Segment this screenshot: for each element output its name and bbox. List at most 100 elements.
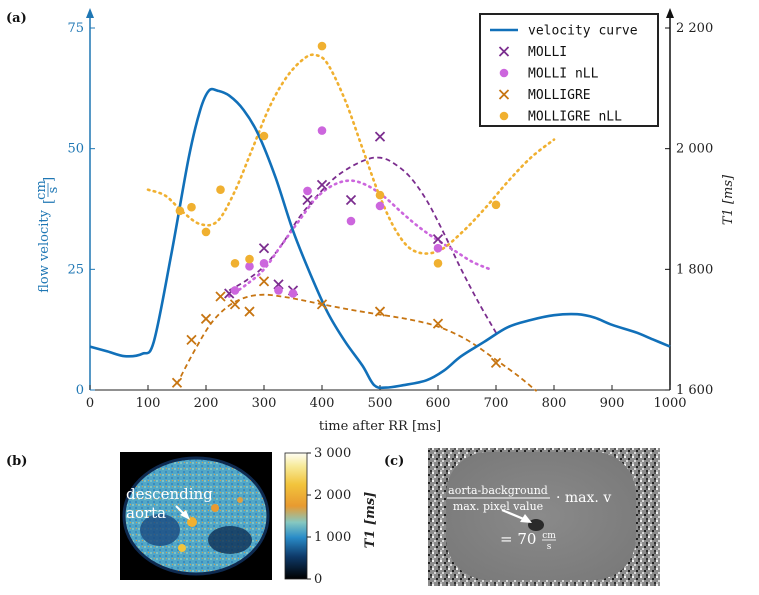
molligre-point — [215, 291, 226, 302]
x-tick-label: 0 — [86, 396, 94, 411]
molli-point — [258, 243, 270, 254]
molligre-point — [374, 306, 386, 317]
legend: velocity curve MOLLI MOLLI nLL MOLLIGRE MOLL… — [479, 13, 659, 127]
molligre-point-stroke-b — [258, 276, 270, 287]
x-tick-label: 800 — [542, 396, 567, 411]
molligre-nll-point — [245, 254, 254, 264]
aorta-arrow-head — [180, 510, 190, 520]
molli-point — [302, 194, 313, 206]
formula-denominator: max. pixel value — [453, 500, 543, 513]
molligre-point-stroke-b — [490, 357, 502, 368]
colorbar-tick-label: 2 000 — [314, 488, 351, 503]
x-tick-label: 600 — [426, 396, 451, 411]
molligre-point — [244, 306, 255, 317]
formula-result: = 70 — [500, 530, 536, 548]
y-left-tick-label: 0 — [76, 383, 84, 398]
molligre-nll-point — [216, 185, 225, 194]
molli-nll-point — [274, 286, 283, 295]
molli-nll-point — [259, 259, 269, 268]
x-tick-label: 200 — [194, 396, 219, 411]
panel-label-a: (a) — [6, 11, 27, 26]
molli-nll-point — [303, 186, 312, 196]
molli-point-stroke-b — [432, 234, 444, 245]
colorbar-tick-label: 3 000 — [314, 446, 351, 461]
legend-molli-nll-label: MOLLI nLL — [528, 67, 599, 82]
molligre-point — [490, 357, 502, 368]
panel-label-b: (b) — [6, 454, 27, 469]
molligre-point-stroke-b — [229, 299, 241, 310]
molligre-point-stroke-b — [200, 313, 212, 324]
molligre-point — [316, 299, 328, 310]
molligre-point-stroke-b — [215, 291, 226, 302]
molligre-nll-point — [230, 259, 240, 268]
t1-map-edge — [122, 456, 270, 576]
y-right-tick-label: 1 600 — [676, 383, 713, 398]
colorbar-label: T1 [ms] — [363, 492, 378, 549]
phase-contrast-image: aorta-background max. pixel value · max.… — [428, 448, 660, 586]
molligre-point-stroke-b — [316, 299, 328, 310]
velocity-series — [89, 87, 671, 390]
molligre-point — [432, 318, 444, 329]
t1-map-region-a — [140, 514, 180, 546]
legend-molligre-swatch — [498, 89, 510, 100]
phase-body — [446, 452, 636, 580]
y-left-label: flow velocity [ cm s ] — [34, 177, 61, 293]
velocity-curve-line — [89, 87, 671, 390]
molligre-point-stroke-b — [374, 306, 386, 317]
annotation-descending: descending — [126, 485, 213, 503]
phase-arrow-head — [520, 514, 532, 523]
molligre-nll-point — [491, 200, 501, 210]
t1-map-spot-1 — [211, 504, 219, 512]
y-left-label-bracket-close: ] — [42, 177, 57, 182]
y-right-label: T1 [ms] — [721, 174, 736, 225]
y-left-label-text: flow velocity — [37, 209, 52, 292]
molli-point — [374, 131, 386, 142]
molligre-nll-point — [375, 190, 385, 200]
molligre-nll-point — [259, 131, 269, 141]
legend-molligre-nll-label: MOLLIGRE nLL — [528, 110, 622, 125]
y-left-tick-label: 25 — [67, 262, 84, 277]
molligre-point-stroke-b — [432, 318, 444, 329]
molligre-point — [258, 276, 270, 287]
chart-a: 0 100 200 300 400 500 600 700 800 900 1000 0 25 50 75… — [34, 8, 736, 434]
molli-nll-point — [230, 286, 240, 295]
x-axis-label: time after RR [ms] — [319, 419, 441, 434]
y-left-label-bracket-open: [ — [42, 199, 57, 204]
colorbar-label-text: T1 [ms] — [363, 492, 378, 549]
x-tick-label: 700 — [484, 396, 509, 411]
y-right-tick-label: 2 000 — [676, 142, 713, 157]
molli-point — [432, 234, 444, 245]
y-right-label-text: T1 [ms] — [721, 174, 736, 225]
y-axis-left-arrow — [86, 8, 94, 18]
molligre-point-stroke-b — [244, 306, 255, 317]
t1-map-image: descending aorta — [120, 452, 272, 580]
y-left-label-unit-den: s — [46, 187, 61, 194]
x-tick-label: 100 — [136, 396, 161, 411]
x-tick-label: 900 — [600, 396, 625, 411]
molli-point-stroke-b — [345, 194, 357, 206]
molligre-point — [186, 334, 197, 346]
legend-velocity-curve-label: velocity curve — [528, 24, 638, 39]
y-left-tick-label: 50 — [67, 142, 84, 157]
y-left-ticks: 0 25 50 75 — [67, 21, 95, 398]
formula-result-unit-den: s — [547, 542, 552, 552]
x-tick-label: 500 — [368, 396, 393, 411]
molligre-point — [171, 377, 183, 388]
molli-nll-point — [288, 289, 298, 298]
formula-result-unit-num: cm — [542, 531, 556, 541]
legend-box — [479, 13, 659, 127]
molli-point-stroke-b — [374, 131, 386, 142]
molli-nll-point — [245, 262, 254, 271]
legend-molli-swatch-stroke-b — [498, 46, 510, 57]
molli-nll-point — [317, 126, 327, 135]
molli-nll-fit-curve — [227, 179, 492, 298]
molli-point — [345, 194, 357, 206]
molli-nll-point — [375, 201, 385, 211]
x-tick-label: 300 — [252, 396, 277, 411]
molligre-nll-point — [317, 41, 327, 51]
molligre-nll-fit-curve — [146, 53, 556, 255]
molligre-nll-point — [175, 206, 185, 216]
molligre-point-stroke-b — [171, 377, 183, 388]
y-left-tick-label: 75 — [67, 21, 84, 36]
